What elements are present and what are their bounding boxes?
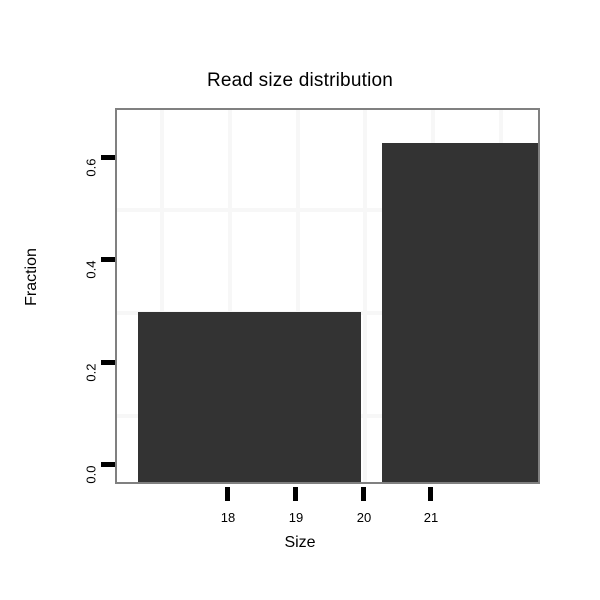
page-title: Read size distribution bbox=[206, 70, 394, 91]
plot-area bbox=[117, 110, 538, 482]
x-tick-label: 21 bbox=[423, 510, 439, 525]
x-tick-mark bbox=[293, 487, 298, 501]
bar-20-21 bbox=[382, 143, 538, 482]
x-tick-label: 20 bbox=[356, 510, 372, 525]
gridline-vertical bbox=[228, 110, 232, 482]
y-tick-label: 0.4 bbox=[83, 260, 99, 279]
bar-18-19 bbox=[138, 312, 362, 482]
x-tick-mark bbox=[225, 487, 230, 501]
gridline-vertical bbox=[363, 110, 367, 482]
gridline-vertical bbox=[296, 110, 300, 482]
y-tick-label: 0.2 bbox=[83, 363, 99, 382]
gridline-horizontal bbox=[117, 208, 538, 212]
y-tick-label: 0.6 bbox=[83, 158, 99, 177]
x-tick-label: 18 bbox=[220, 510, 236, 525]
x-tick-mark bbox=[428, 487, 433, 501]
y-axis-title: Fraction bbox=[23, 248, 40, 306]
gridline-vertical bbox=[160, 110, 164, 482]
y-tick-mark bbox=[101, 462, 115, 467]
plot-panel bbox=[115, 108, 540, 484]
x-tick-label: 19 bbox=[288, 510, 304, 525]
y-tick-label: 0.0 bbox=[83, 465, 99, 484]
y-tick-mark bbox=[101, 360, 115, 365]
y-tick-mark bbox=[101, 257, 115, 262]
x-tick-mark bbox=[361, 487, 366, 501]
y-tick-mark bbox=[101, 155, 115, 160]
x-axis-title: Size bbox=[284, 534, 316, 551]
